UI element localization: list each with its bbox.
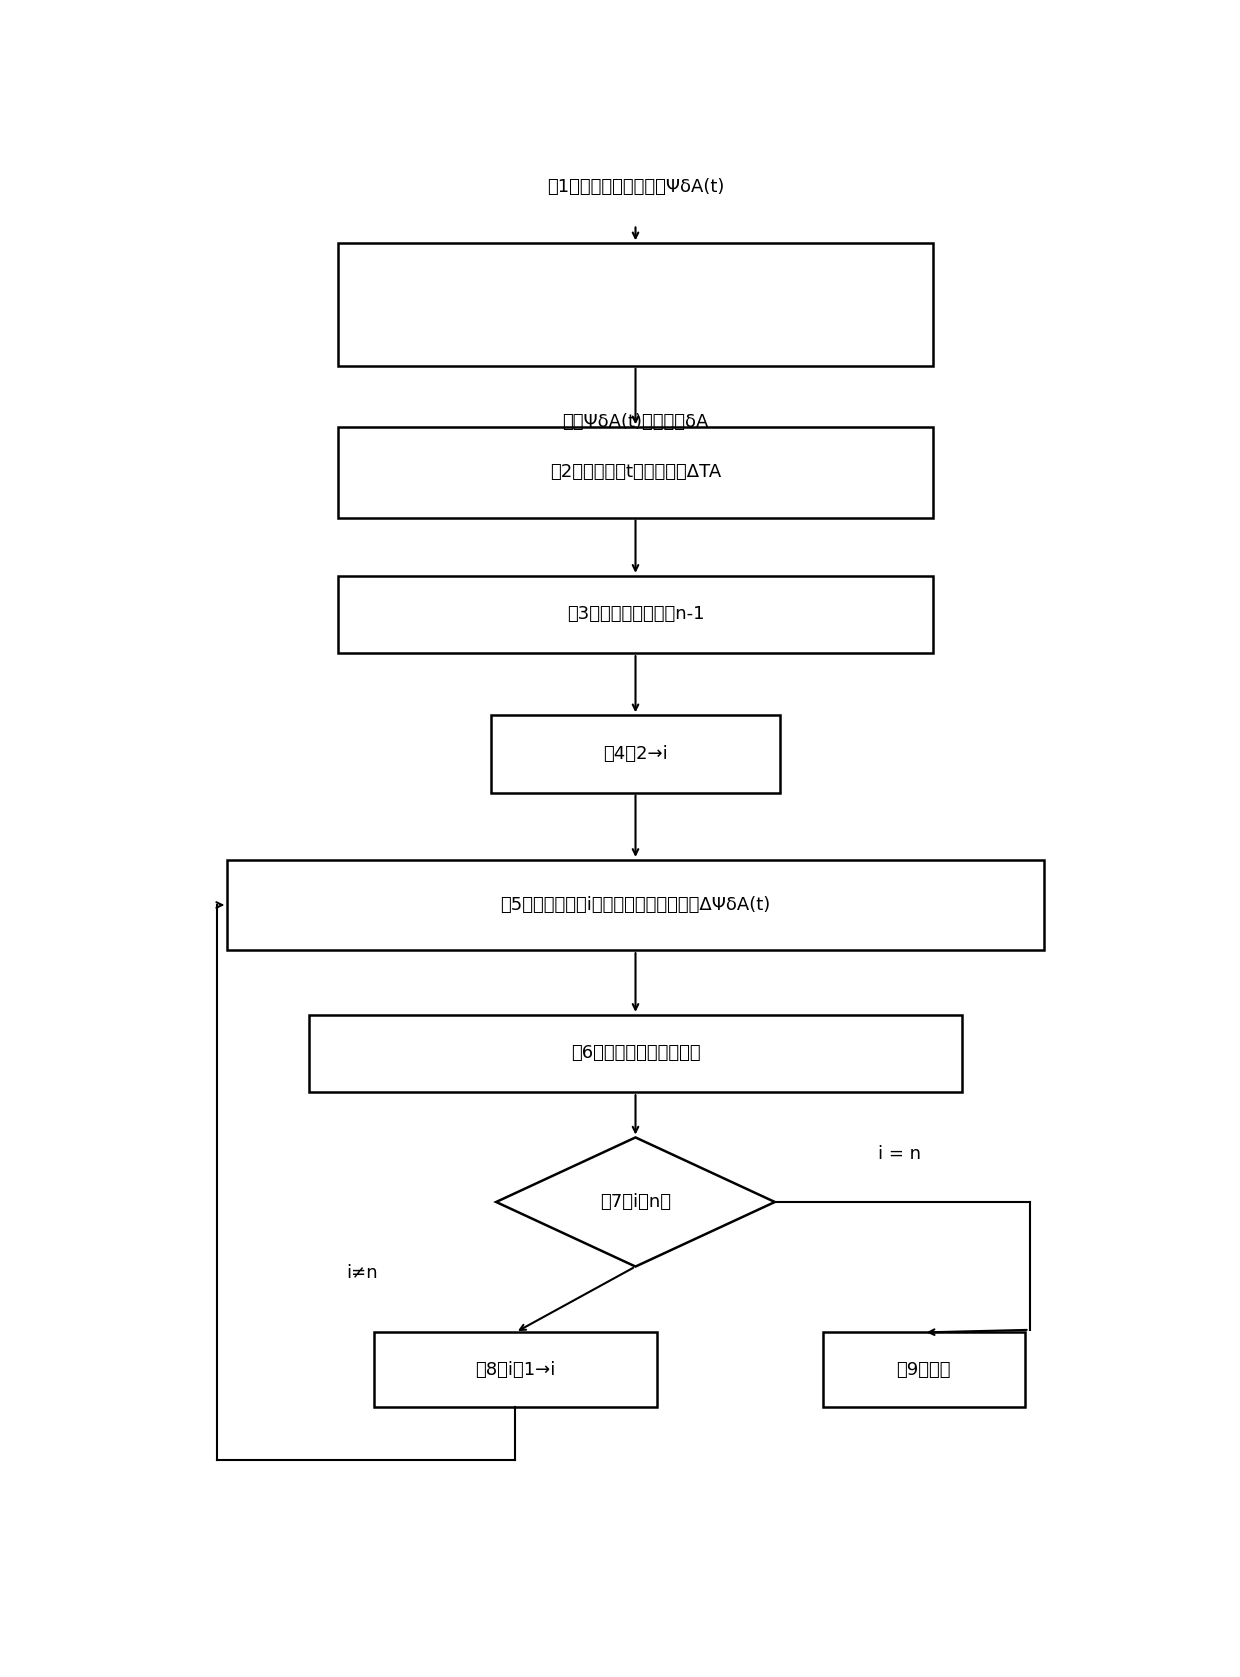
Text: （4）2→i: （4）2→i — [603, 745, 668, 763]
Text: （3）确定中间点个数n-1: （3）确定中间点个数n-1 — [567, 605, 704, 624]
Polygon shape — [496, 1137, 775, 1266]
Bar — [309, 1015, 962, 1092]
Text: i≠n: i≠n — [346, 1264, 377, 1281]
Text: （6）存储／输出运算结果: （6）存储／输出运算结果 — [570, 1045, 701, 1063]
Bar — [337, 575, 934, 654]
Text: i = n: i = n — [878, 1145, 921, 1164]
Text: （8）i＋1→i: （8）i＋1→i — [475, 1360, 556, 1378]
Text: （7）i＝n？: （7）i＝n？ — [600, 1192, 671, 1211]
Bar — [337, 428, 934, 518]
Bar — [491, 714, 780, 793]
Bar — [227, 860, 1044, 951]
Bar — [823, 1333, 1024, 1407]
Text: 确定ΨδA(t)的幅值差δA: 确定ΨδA(t)的幅值差δA — [562, 413, 709, 431]
Text: （9）结束: （9）结束 — [897, 1360, 951, 1378]
Text: （5）确定序号为i的中间点的函数值增量ΔΨδA(t): （5）确定序号为i的中间点的函数值增量ΔΨδA(t) — [501, 896, 770, 914]
Text: （1）设定替代坐标函数ΨδA(t): （1）设定替代坐标函数ΨδA(t) — [547, 178, 724, 196]
Bar — [373, 1333, 657, 1407]
Bar — [337, 243, 934, 366]
Text: （2）确定参数t的等效增量ΔTA: （2）确定参数t的等效增量ΔTA — [549, 463, 722, 481]
